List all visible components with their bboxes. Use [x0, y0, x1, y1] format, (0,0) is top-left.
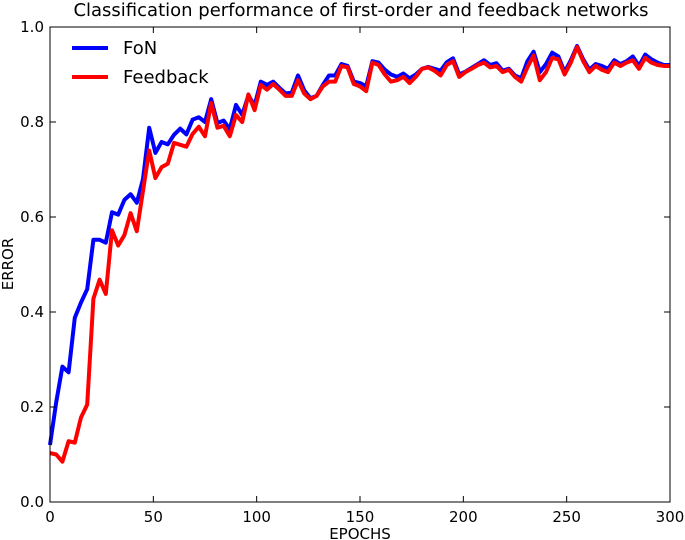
x-tick-label: 100	[242, 508, 271, 526]
chart-title: Classification performance of first-orde…	[73, 0, 648, 21]
y-tick-label: 0.4	[20, 303, 44, 321]
x-tick-label: 200	[449, 508, 478, 526]
legend-label-feedback: Feedback	[123, 67, 209, 88]
y-tick-label: 0.2	[20, 398, 44, 416]
x-tick-label: 250	[552, 508, 581, 526]
plot-lines	[48, 44, 670, 464]
x-tick-label: 0	[45, 508, 55, 526]
x-tick-label: 50	[144, 508, 163, 526]
x-tick-label: 300	[656, 508, 685, 526]
y-tick-label: 0.8	[20, 113, 44, 131]
y-axis-label: ERROR	[0, 238, 17, 291]
y-tick-label: 0.6	[20, 208, 44, 226]
x-axis-label: EPOCHS	[329, 525, 391, 540]
y-tick-label: 0.0	[20, 493, 44, 511]
legend: FoN Feedback	[72, 38, 209, 88]
y-axis: 0.0 0.2 0.4 0.6 0.8 1.0	[20, 18, 670, 511]
y-tick-label: 1.0	[20, 18, 44, 36]
series-line-feedback	[49, 44, 670, 464]
x-tick-label: 150	[346, 508, 375, 526]
legend-label-fon: FoN	[123, 38, 157, 59]
plot-frame	[49, 26, 671, 503]
x-axis: 0 50 100 150 200 250 300	[45, 27, 684, 526]
series-line-fon	[48, 44, 670, 446]
